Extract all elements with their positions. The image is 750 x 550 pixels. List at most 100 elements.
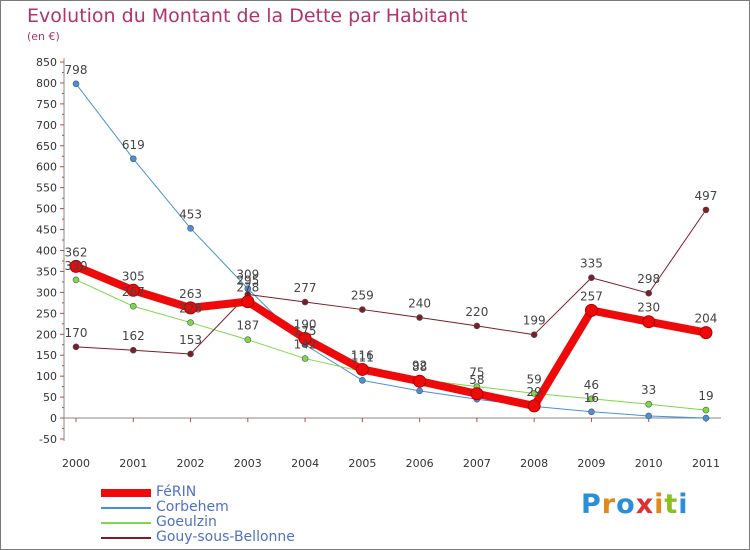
chart-title: Evolution du Montant de la Dette par Hab… bbox=[27, 5, 468, 27]
y-tick-label: 750 bbox=[36, 98, 57, 111]
x-tick-label: 2003 bbox=[234, 457, 262, 470]
y-tick-label: 200 bbox=[36, 328, 57, 341]
data-point-ferin bbox=[241, 295, 255, 309]
data-label-gouy-sous-bellonne: 259 bbox=[351, 289, 374, 303]
y-tick-label: 400 bbox=[36, 245, 57, 258]
x-tick-label: 2007 bbox=[463, 457, 491, 470]
data-point-corbehem bbox=[588, 408, 595, 416]
data-label-goeulzin: 46 bbox=[584, 378, 599, 392]
x-tick-label: 2004 bbox=[291, 457, 319, 470]
data-label-goeulzin: 111 bbox=[351, 351, 374, 365]
y-tick-label: 600 bbox=[36, 161, 57, 174]
y-tick-label: 550 bbox=[36, 182, 57, 195]
logo-letter: o bbox=[616, 489, 636, 520]
data-label-corbehem: 619 bbox=[122, 138, 145, 152]
chart-legend: FéRIN Corbehem Goeulzin Gouy-sous-Bellonne bbox=[101, 485, 295, 545]
data-point-ferin bbox=[470, 387, 484, 401]
series-line-corbehem bbox=[75, 83, 706, 419]
data-point-goeulzin bbox=[129, 302, 137, 310]
x-tick-label: 2006 bbox=[406, 457, 434, 470]
data-label-ferin: 29 bbox=[527, 385, 542, 399]
data-label-ferin: 88 bbox=[412, 360, 427, 374]
data-label-goeulzin: 330 bbox=[65, 259, 88, 273]
x-tick-label: 2001 bbox=[119, 457, 147, 470]
data-label-ferin: 116 bbox=[351, 348, 374, 362]
y-tick-label: 100 bbox=[36, 370, 57, 383]
data-point-goeulzin bbox=[301, 355, 309, 362]
logo-letter: P bbox=[581, 489, 602, 520]
data-label-ferin: 190 bbox=[294, 317, 317, 331]
data-point-corbehem bbox=[187, 224, 194, 232]
legend-item-goeulzin: Goeulzin bbox=[101, 515, 295, 530]
y-tick-label: 300 bbox=[36, 286, 57, 299]
proxiti-logo: Proxiti bbox=[581, 489, 689, 520]
data-label-goeulzin: 267 bbox=[122, 285, 145, 299]
data-label-gouy-sous-bellonne: 220 bbox=[465, 305, 488, 319]
y-tick-label: 350 bbox=[36, 265, 57, 278]
data-point-ferin bbox=[126, 283, 140, 297]
data-label-ferin: 305 bbox=[122, 269, 145, 283]
data-label-gouy-sous-bellonne: 240 bbox=[408, 297, 431, 311]
data-label-corbehem: 798 bbox=[65, 63, 88, 77]
y-tick-label: -50 bbox=[39, 433, 57, 446]
data-point-gouy-sous-bellonne bbox=[359, 306, 366, 313]
data-label-goeulzin: 33 bbox=[641, 383, 656, 397]
data-point-goeulzin bbox=[244, 336, 252, 344]
data-label-gouy-sous-bellonne: 162 bbox=[122, 329, 145, 343]
data-label-gouy-sous-bellonne: 170 bbox=[65, 326, 88, 340]
data-label-corbehem: 175 bbox=[294, 324, 317, 338]
data-point-gouy-sous-bellonne bbox=[473, 322, 481, 330]
data-point-goeulzin bbox=[645, 400, 653, 408]
data-point-corbehem bbox=[72, 80, 80, 88]
data-label-goeulzin: 19 bbox=[698, 389, 713, 403]
logo-letter: i bbox=[678, 489, 689, 520]
y-tick-label: 250 bbox=[36, 307, 57, 320]
y-tick-label: 500 bbox=[36, 203, 57, 216]
data-label-gouy-sous-bellonne: 497 bbox=[695, 189, 718, 203]
data-label-gouy-sous-bellonne: 199 bbox=[523, 314, 546, 328]
series-line-ferin bbox=[74, 262, 707, 410]
data-label-goeulzin: 59 bbox=[527, 372, 542, 386]
chart-subtitle: (en €) bbox=[27, 30, 60, 43]
data-point-gouy-sous-bellonne bbox=[530, 331, 538, 338]
legend-item-ferin: FéRIN bbox=[101, 485, 295, 500]
y-tick-label: 0 bbox=[50, 412, 57, 425]
data-point-ferin bbox=[184, 301, 198, 315]
y-tick-label: 450 bbox=[36, 224, 57, 237]
data-point-ferin bbox=[642, 315, 656, 329]
data-point-goeulzin bbox=[588, 395, 595, 403]
legend-label: Goeulzin bbox=[156, 514, 217, 530]
y-tick-label: 50 bbox=[43, 391, 57, 404]
data-point-ferin bbox=[69, 259, 83, 273]
data-label-corbehem: 453 bbox=[179, 207, 202, 221]
y-tick-label: 700 bbox=[36, 119, 57, 132]
data-label-gouy-sous-bellonne: 335 bbox=[580, 257, 603, 271]
x-tick-label: 2010 bbox=[635, 457, 663, 470]
data-point-gouy-sous-bellonne bbox=[72, 343, 80, 351]
data-point-gouy-sous-bellonne bbox=[588, 274, 595, 282]
x-tick-label: 2011 bbox=[692, 457, 720, 470]
data-label-gouy-sous-bellonne: 277 bbox=[294, 281, 317, 295]
data-label-goeulzin: 92 bbox=[412, 359, 427, 373]
data-label-goeulzin: 75 bbox=[469, 366, 484, 380]
x-tick-label: 2000 bbox=[62, 457, 90, 470]
data-point-corbehem bbox=[416, 387, 423, 395]
data-point-gouy-sous-bellonne bbox=[702, 206, 710, 214]
legend-label: Corbehem bbox=[156, 499, 229, 515]
y-tick-label: 850 bbox=[36, 56, 57, 69]
data-point-ferin bbox=[699, 326, 713, 340]
data-point-gouy-sous-bellonne bbox=[129, 346, 137, 354]
logo-letter: i bbox=[654, 489, 665, 520]
data-point-corbehem bbox=[359, 377, 366, 384]
data-point-goeulzin bbox=[702, 406, 710, 414]
data-point-gouy-sous-bellonne bbox=[416, 314, 423, 321]
data-label-ferin: 230 bbox=[637, 301, 660, 315]
data-label-corbehem: 16 bbox=[584, 391, 599, 405]
data-point-ferin bbox=[355, 362, 369, 376]
data-label-gouy-sous-bellonne: 153 bbox=[179, 333, 202, 347]
data-point-goeulzin bbox=[187, 319, 194, 326]
legend-swatch bbox=[101, 488, 151, 497]
data-point-ferin bbox=[527, 399, 541, 413]
logo-letter: t bbox=[664, 489, 679, 520]
data-point-ferin bbox=[584, 303, 598, 317]
